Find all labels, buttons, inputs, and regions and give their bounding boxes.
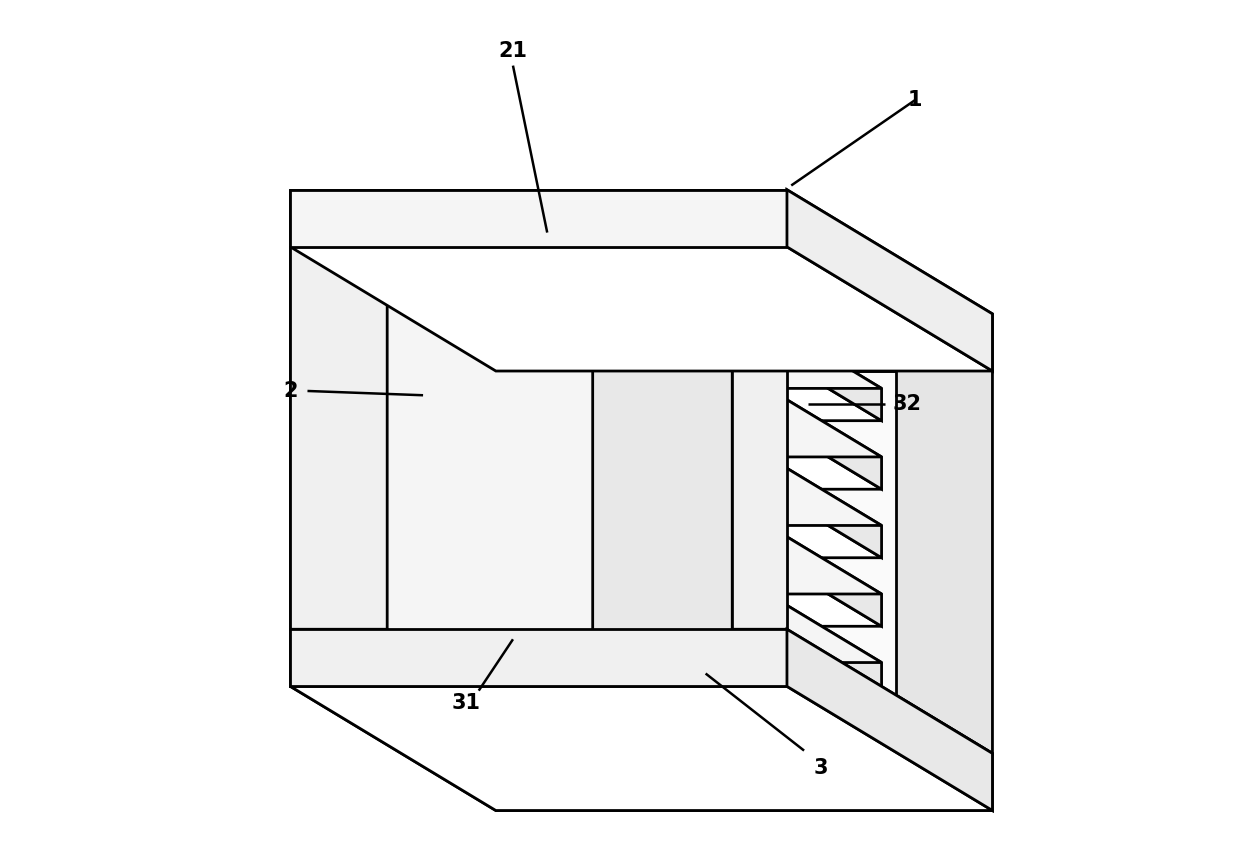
Polygon shape	[554, 475, 751, 626]
Polygon shape	[527, 247, 551, 630]
Polygon shape	[787, 190, 992, 371]
Polygon shape	[684, 475, 882, 626]
Polygon shape	[402, 475, 599, 626]
Polygon shape	[527, 247, 733, 753]
Polygon shape	[554, 338, 751, 490]
Polygon shape	[290, 247, 992, 371]
Polygon shape	[787, 630, 992, 811]
Polygon shape	[554, 544, 751, 695]
Polygon shape	[402, 406, 599, 557]
Polygon shape	[290, 247, 387, 630]
Polygon shape	[551, 247, 756, 753]
Polygon shape	[684, 269, 882, 421]
Text: 1: 1	[908, 90, 923, 110]
Polygon shape	[554, 475, 882, 594]
Polygon shape	[554, 439, 882, 557]
Polygon shape	[691, 630, 992, 753]
Text: 31: 31	[451, 693, 480, 714]
Polygon shape	[402, 269, 728, 388]
Polygon shape	[554, 370, 882, 490]
Polygon shape	[402, 576, 728, 695]
Polygon shape	[527, 247, 733, 753]
Polygon shape	[691, 247, 787, 630]
Polygon shape	[402, 507, 728, 626]
Polygon shape	[402, 269, 531, 302]
Polygon shape	[290, 190, 787, 247]
Polygon shape	[387, 247, 593, 753]
Polygon shape	[554, 406, 751, 557]
Polygon shape	[402, 544, 599, 695]
Polygon shape	[554, 269, 751, 421]
Polygon shape	[527, 630, 756, 753]
Polygon shape	[402, 338, 599, 490]
Polygon shape	[527, 630, 756, 753]
Polygon shape	[402, 475, 728, 594]
Polygon shape	[733, 371, 756, 753]
Polygon shape	[402, 475, 531, 507]
Polygon shape	[554, 576, 882, 695]
Text: 32: 32	[893, 393, 921, 414]
Polygon shape	[387, 247, 895, 371]
Polygon shape	[402, 439, 728, 557]
Polygon shape	[402, 370, 728, 490]
Polygon shape	[554, 406, 684, 439]
Polygon shape	[402, 338, 728, 457]
Polygon shape	[290, 190, 787, 247]
Polygon shape	[402, 338, 531, 370]
Polygon shape	[290, 630, 787, 686]
Text: 2: 2	[283, 381, 298, 401]
Polygon shape	[554, 544, 882, 662]
Polygon shape	[593, 371, 895, 753]
Text: 21: 21	[498, 41, 527, 61]
Polygon shape	[387, 247, 593, 753]
Polygon shape	[290, 686, 992, 811]
Polygon shape	[531, 338, 728, 490]
Polygon shape	[290, 630, 593, 753]
Polygon shape	[290, 630, 593, 753]
Polygon shape	[402, 544, 531, 576]
Polygon shape	[554, 406, 882, 526]
Polygon shape	[554, 302, 882, 421]
Polygon shape	[554, 338, 684, 370]
Polygon shape	[554, 338, 882, 457]
Polygon shape	[531, 544, 728, 695]
Polygon shape	[402, 406, 728, 526]
Polygon shape	[402, 544, 728, 662]
Polygon shape	[787, 247, 992, 753]
Polygon shape	[387, 247, 593, 753]
Polygon shape	[554, 544, 684, 576]
Polygon shape	[531, 475, 728, 626]
Polygon shape	[554, 269, 684, 302]
Polygon shape	[527, 247, 551, 630]
Polygon shape	[691, 247, 787, 630]
Polygon shape	[684, 406, 882, 557]
Polygon shape	[787, 630, 992, 811]
Polygon shape	[684, 338, 882, 490]
Polygon shape	[402, 406, 531, 439]
Polygon shape	[290, 686, 992, 811]
Polygon shape	[554, 475, 684, 507]
Polygon shape	[290, 247, 992, 371]
Polygon shape	[531, 269, 728, 421]
Polygon shape	[554, 507, 882, 626]
Polygon shape	[691, 630, 992, 753]
Polygon shape	[554, 269, 882, 388]
Polygon shape	[290, 247, 387, 630]
Polygon shape	[402, 269, 599, 421]
Polygon shape	[402, 302, 728, 421]
Polygon shape	[290, 630, 787, 686]
Polygon shape	[531, 406, 728, 557]
Polygon shape	[684, 544, 882, 695]
Polygon shape	[787, 190, 992, 371]
Text: 3: 3	[813, 758, 828, 777]
